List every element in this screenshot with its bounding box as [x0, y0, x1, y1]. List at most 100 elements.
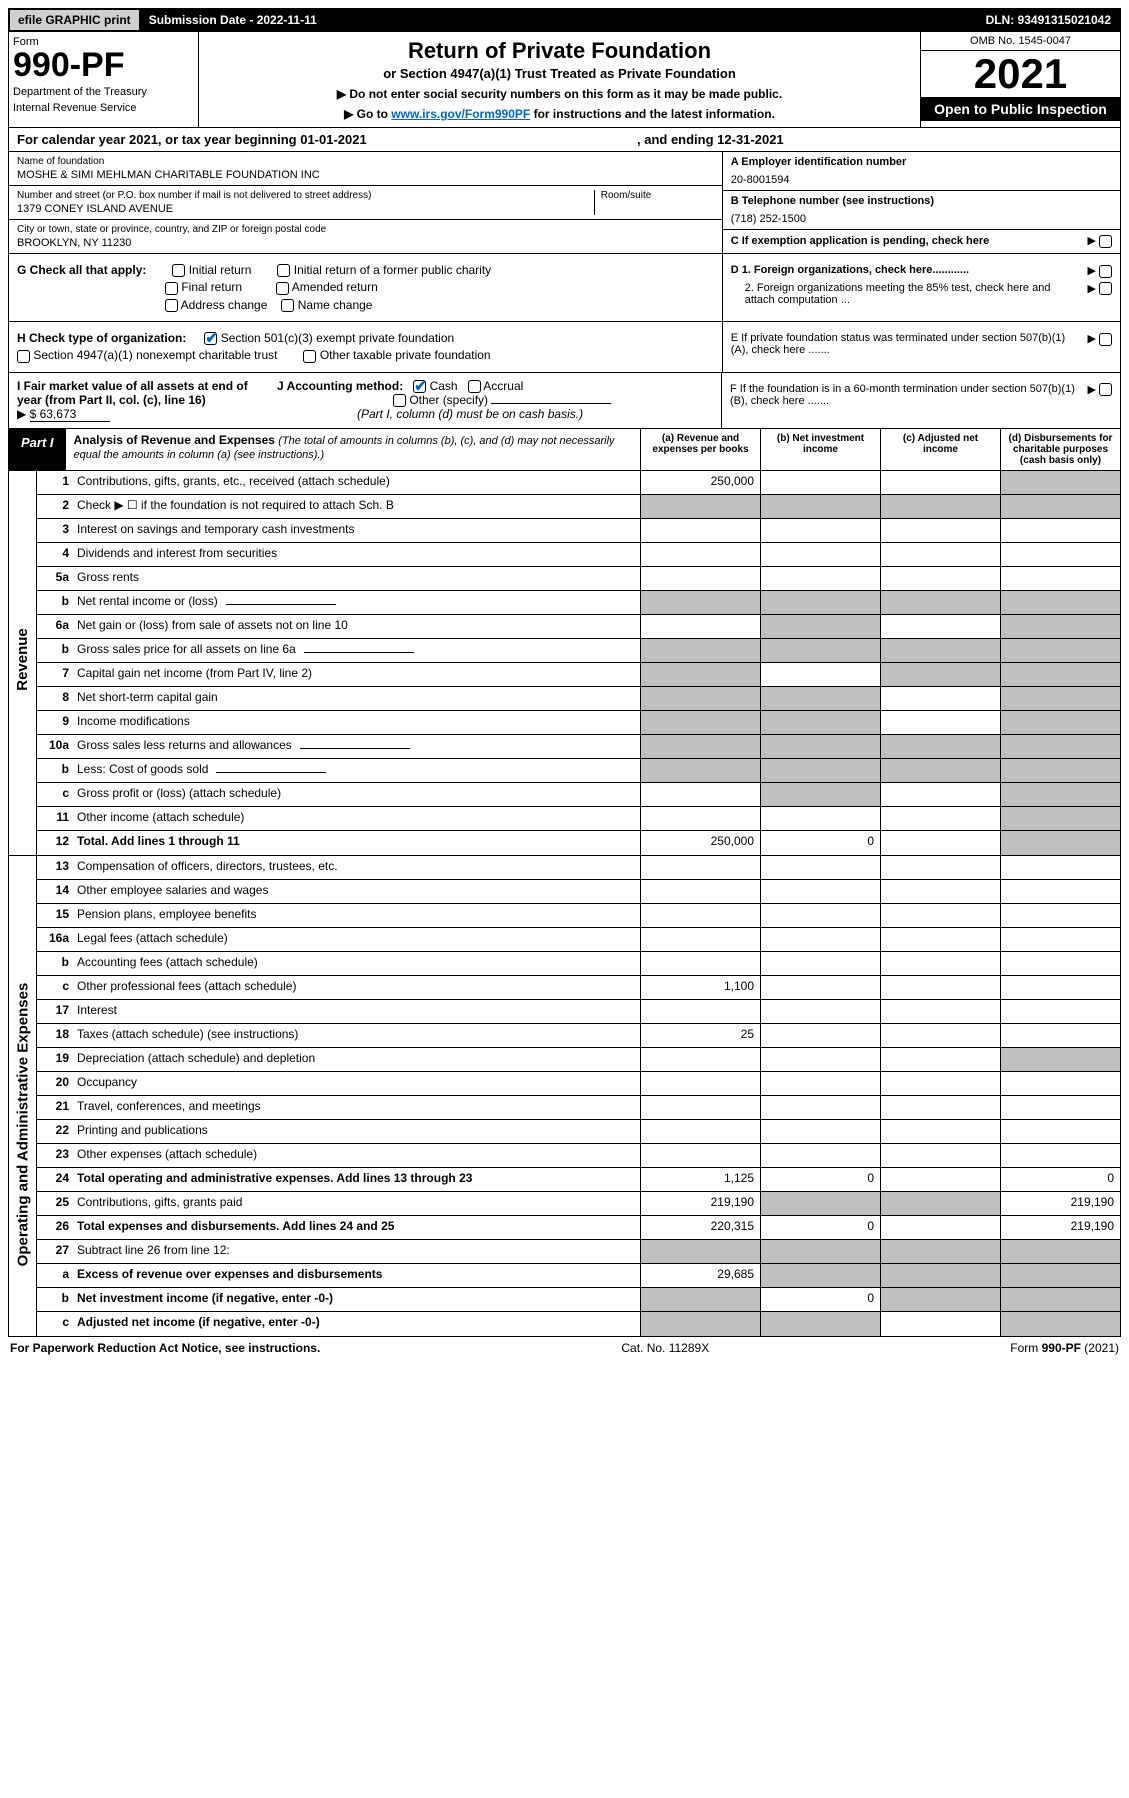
cell	[640, 495, 760, 518]
cell-a	[640, 639, 760, 662]
c-label: C If exemption application is pending, c…	[731, 235, 990, 247]
table-row: bLess: Cost of goods sold	[37, 759, 1120, 783]
table-row: 11Other income (attach schedule)	[37, 807, 1120, 831]
cell-d: 219,190	[1000, 1192, 1120, 1215]
table-row: bGross sales price for all assets on lin…	[37, 639, 1120, 663]
table-row: 6aNet gain or (loss) from sale of assets…	[37, 615, 1120, 639]
cell-a	[640, 519, 760, 542]
row-number: 15	[37, 904, 73, 927]
j-other-checkbox[interactable]	[393, 394, 406, 407]
table-row: 3Interest on savings and temporary cash …	[37, 519, 1120, 543]
phone-label: B Telephone number (see instructions)	[731, 195, 1112, 207]
form-number: 990-PF	[13, 48, 194, 82]
cell-b	[760, 1264, 880, 1287]
row-desc: Compensation of officers, directors, tru…	[73, 856, 640, 879]
cell-d	[1000, 928, 1120, 951]
name-label: Name of foundation	[17, 156, 714, 167]
col-a-text: (a) Revenue and expenses per books	[652, 433, 748, 455]
row-number: 22	[37, 1120, 73, 1143]
g-initial-former-checkbox[interactable]	[277, 264, 290, 277]
cell-c	[880, 952, 1000, 975]
cell-d	[1000, 711, 1120, 734]
row-number: 20	[37, 1072, 73, 1095]
h-501c3-checkbox[interactable]	[204, 332, 217, 345]
ein-label: A Employer identification number	[731, 156, 1112, 168]
header-right: OMB No. 1545-0047 2021 Open to Public In…	[920, 32, 1120, 127]
h-4947-checkbox[interactable]	[17, 350, 30, 363]
d2-checkbox[interactable]	[1099, 282, 1112, 295]
table-row: 8Net short-term capital gain	[37, 687, 1120, 711]
cell-c	[880, 856, 1000, 879]
cell-c	[880, 1312, 1000, 1336]
cell-d	[1000, 591, 1120, 614]
g-final-checkbox[interactable]	[165, 282, 178, 295]
cell-d	[1000, 1288, 1120, 1311]
row-desc: Gross rents	[73, 567, 640, 590]
cell-b	[760, 976, 880, 999]
table-row: 20Occupancy	[37, 1072, 1120, 1096]
cell-d	[1000, 1240, 1120, 1263]
col-b-text: (b) Net investment income	[777, 433, 864, 455]
expense-table: Operating and Administrative Expenses 13…	[8, 856, 1121, 1337]
table-row: 24Total operating and administrative exp…	[37, 1168, 1120, 1192]
row-number: 9	[37, 711, 73, 734]
d1-checkbox[interactable]	[1099, 265, 1112, 278]
row-desc: Gross profit or (loss) (attach schedule)	[73, 783, 640, 806]
table-row: 18Taxes (attach schedule) (see instructi…	[37, 1024, 1120, 1048]
cell	[1000, 495, 1120, 518]
g-address-checkbox[interactable]	[165, 299, 178, 312]
name-value: MOSHE & SIMI MEHLMAN CHARITABLE FOUNDATI…	[17, 169, 714, 181]
cell-a: 29,685	[640, 1264, 760, 1287]
cell-b: 0	[760, 1168, 880, 1191]
g-name-checkbox[interactable]	[281, 299, 294, 312]
irs-link[interactable]: www.irs.gov/Form990PF	[391, 107, 530, 121]
g-opt-3: Amended return	[292, 280, 378, 294]
cell-b	[760, 687, 880, 710]
cell-b	[760, 591, 880, 614]
cell-b	[760, 807, 880, 830]
e-checkbox[interactable]	[1099, 333, 1112, 346]
arrow-icon: ▶	[1087, 234, 1112, 248]
cal-begin: For calendar year 2021, or tax year begi…	[17, 132, 637, 147]
cell-c	[880, 1288, 1000, 1311]
j-other-line	[491, 403, 611, 404]
cell-b	[760, 639, 880, 662]
table-row: 2Check ▶ ☐ if the foundation is not requ…	[37, 495, 1120, 519]
cell-c	[880, 831, 1000, 855]
f-checkbox[interactable]	[1099, 383, 1112, 396]
cell-b	[760, 928, 880, 951]
g-section: G Check all that apply: Initial return I…	[9, 254, 722, 321]
h-other-checkbox[interactable]	[303, 350, 316, 363]
cell-a	[640, 1240, 760, 1263]
j-cash-checkbox[interactable]	[413, 380, 426, 393]
cell-b: 0	[760, 1216, 880, 1239]
g-initial-checkbox[interactable]	[172, 264, 185, 277]
row-desc: Interest	[73, 1000, 640, 1023]
j-accrual-checkbox[interactable]	[468, 380, 481, 393]
footer-mid: Cat. No. 11289X	[621, 1341, 709, 1355]
g-amended-checkbox[interactable]	[276, 282, 289, 295]
row-number: a	[37, 1264, 73, 1287]
c-checkbox[interactable]	[1099, 235, 1112, 248]
irs-label: Internal Revenue Service	[13, 102, 194, 114]
cell-b	[760, 1144, 880, 1167]
cell-a	[640, 1048, 760, 1071]
col-d-text: (d) Disbursements for charitable purpose…	[1009, 433, 1113, 466]
city-label: City or town, state or province, country…	[17, 224, 714, 235]
col-a-hdr: (a) Revenue and expenses per books	[640, 429, 760, 470]
calendar-year-row: For calendar year 2021, or tax year begi…	[8, 128, 1121, 152]
instr-post: for instructions and the latest informat…	[530, 107, 775, 121]
part1-tag: Part I	[9, 429, 66, 470]
cell-c	[880, 1120, 1000, 1143]
revenue-rows: 1Contributions, gifts, grants, etc., rec…	[37, 471, 1120, 855]
cell-c	[880, 567, 1000, 590]
table-row: 7Capital gain net income (from Part IV, …	[37, 663, 1120, 687]
cell-d	[1000, 1072, 1120, 1095]
row-desc: Net rental income or (loss)	[73, 591, 640, 614]
row-number: 27	[37, 1240, 73, 1263]
i-value: $ 63,673	[30, 407, 110, 422]
cell-b	[760, 1072, 880, 1095]
part1-header: Part I Analysis of Revenue and Expenses …	[8, 429, 1121, 471]
open-inspection: Open to Public Inspection	[921, 97, 1120, 121]
cell-c	[880, 807, 1000, 830]
